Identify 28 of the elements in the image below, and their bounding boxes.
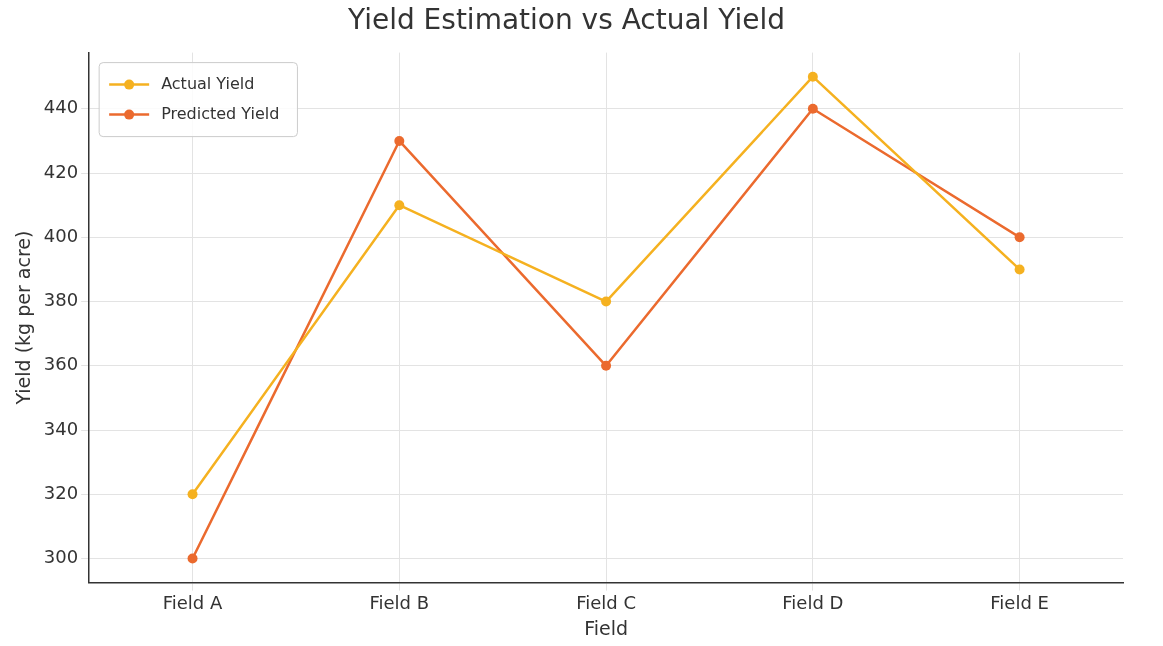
- y-tick-label: 300: [43, 546, 79, 568]
- point: [394, 200, 405, 211]
- legend-label: Actual Yield: [161, 73, 255, 93]
- legend-label: Predicted Yield: [161, 103, 280, 123]
- x-tick-label: Field A: [162, 592, 224, 614]
- point: [1014, 264, 1025, 275]
- y-tick-label: 440: [43, 96, 79, 118]
- y-tick-label: 360: [43, 353, 79, 375]
- point: [394, 135, 405, 146]
- y-tick-label: 340: [43, 417, 79, 439]
- y-axis-title: Yield (kg per acre): [12, 230, 35, 406]
- chart-title: Yield Estimation vs Actual Yield: [347, 3, 785, 37]
- y-tick-label: 420: [43, 160, 79, 182]
- x-tick-label: Field E: [990, 592, 1049, 614]
- x-axis-title: Field: [584, 616, 629, 639]
- x-tick-label: Field D: [782, 592, 844, 614]
- y-tick-label: 380: [43, 289, 79, 311]
- point: [807, 71, 818, 82]
- point: [1014, 232, 1025, 243]
- x-tick-label: Field B: [369, 592, 430, 614]
- point: [187, 553, 198, 564]
- point: [601, 296, 612, 307]
- point: [807, 103, 818, 114]
- x-tick-label: Field C: [576, 592, 636, 614]
- y-tick-label: 400: [43, 224, 79, 246]
- point: [187, 489, 198, 500]
- y-tick-label: 320: [43, 481, 79, 503]
- point: [601, 360, 612, 371]
